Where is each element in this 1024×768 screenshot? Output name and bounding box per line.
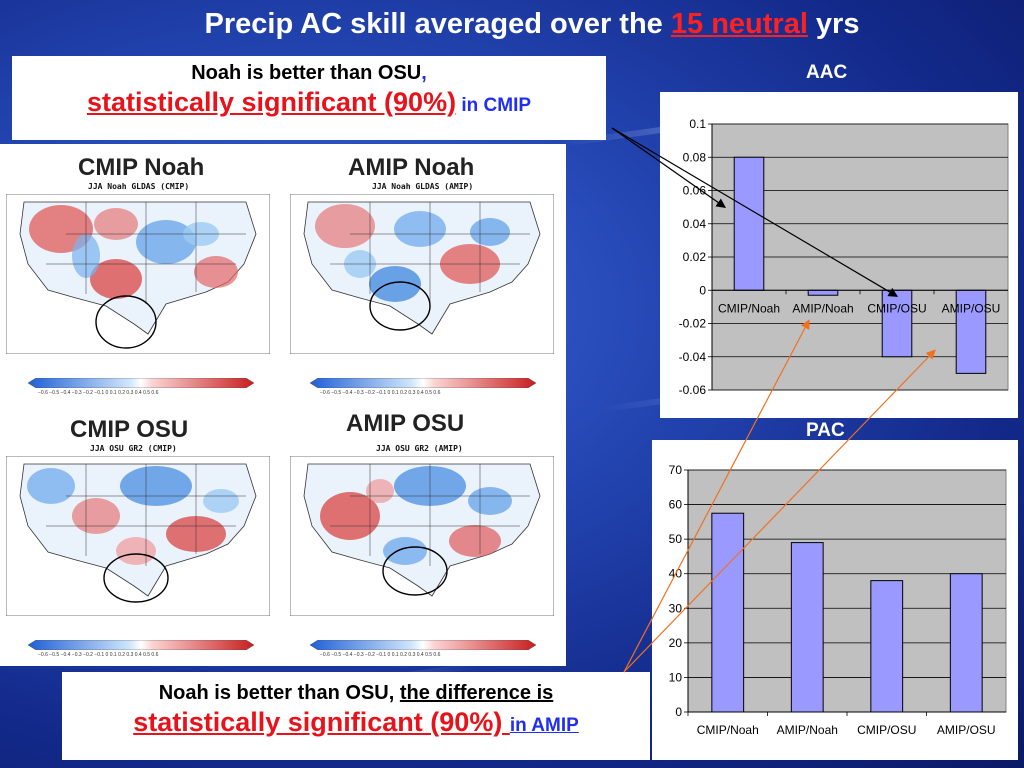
slide-title: Precip AC skill averaged over the 15 neu… <box>204 8 860 40</box>
map-subtitle: JJA Noah GLDAS (CMIP) <box>88 182 190 191</box>
map-label: AMIP OSU <box>346 410 465 437</box>
pac-chart: 70 60 50 40 30 20 10 0 CMIP/Noah AMIP/Noah CMIP/OS… <box>652 440 1018 760</box>
bar <box>955 289 987 374</box>
bar <box>790 542 824 713</box>
x-tick-label: AMIP/OSU <box>937 723 996 737</box>
map-label: CMIP OSU <box>70 416 189 443</box>
colorbar-ticks: −0.6 −0.5 −0.4 −0.3 −0.2 −0.1 0 0.1 0.2 … <box>320 390 441 396</box>
pac-chart-title: PAC <box>806 420 845 441</box>
aac-chart-title: AAC <box>806 62 848 83</box>
map-subtitle: JJA OSU GR2 (CMIP) <box>90 444 177 453</box>
bar <box>949 573 983 713</box>
bar <box>881 289 913 358</box>
map-cmip-noah <box>6 194 270 354</box>
x-tick-label: AMIP/Noah <box>777 723 838 737</box>
y-tick-label: 60 <box>669 498 683 512</box>
colorbar-ticks: −0.6 −0.5 −0.4 −0.3 −0.2 −0.1 0 0.1 0.2 … <box>320 652 441 658</box>
y-tick-label: 40 <box>669 567 683 581</box>
x-tick-label: AMIP/OSU <box>942 301 1001 315</box>
top-note-box: Noah is better than OSU, statistically s… <box>12 56 606 140</box>
y-tick-label: 30 <box>669 601 683 615</box>
x-tick-label: CMIP/Noah <box>697 723 759 737</box>
y-tick-label: 20 <box>669 636 683 650</box>
y-tick-label: 70 <box>669 463 683 477</box>
bar <box>807 289 839 296</box>
top-note-line2: statistically significant (90%) in CMIP <box>86 87 532 117</box>
x-tick-label: CMIP/OSU <box>857 723 916 737</box>
map-subtitle: JJA Noah GLDAS (AMIP) <box>372 182 474 191</box>
colorbar-ticks: −0.6 −0.5 −0.4 −0.3 −0.2 −0.1 0 0.1 0.2 … <box>38 390 159 396</box>
maps-panel: CMIP Noah AMIP Noah CMIP OSU AMIP OSU JJ… <box>0 144 566 666</box>
y-tick-label: 0.1 <box>689 117 706 131</box>
map-subtitle: JJA OSU GR2 (AMIP) <box>376 444 463 453</box>
y-tick-label: 0.08 <box>683 150 707 164</box>
colorbar <box>310 378 536 388</box>
y-tick-label: 0 <box>675 705 682 719</box>
y-tick-label: 0.02 <box>683 250 707 264</box>
y-tick-label: -0.06 <box>679 383 707 397</box>
colorbar <box>28 378 254 388</box>
map-label: AMIP Noah <box>348 154 475 181</box>
bottom-note-box: Noah is better than OSU, the difference … <box>62 672 650 760</box>
y-tick-label: -0.02 <box>679 317 707 331</box>
colorbar-ticks: −0.6 −0.5 −0.4 −0.3 −0.2 −0.1 0 0.1 0.2 … <box>38 652 159 658</box>
y-tick-label: 0.04 <box>683 217 707 231</box>
colorbar <box>310 640 536 650</box>
y-tick-label: 0 <box>699 283 706 297</box>
map-label: CMIP Noah <box>78 154 205 181</box>
title-highlight: 15 neutral <box>670 8 808 40</box>
top-note-line1: Noah is better than OSU, <box>191 62 427 84</box>
y-tick-label: 50 <box>669 532 683 546</box>
x-tick-label: CMIP/OSU <box>867 301 926 315</box>
bar <box>733 156 765 291</box>
y-tick-label: -0.04 <box>679 350 707 364</box>
colorbar <box>28 640 254 650</box>
y-tick-label: 0.06 <box>683 184 707 198</box>
map-cmip-osu <box>6 456 270 616</box>
bottom-note-line1: Noah is better than OSU, the difference … <box>158 682 554 704</box>
bar <box>870 580 904 713</box>
map-amip-noah <box>290 194 554 354</box>
map-amip-osu <box>290 456 554 616</box>
aac-chart: 0.1 0.08 0.06 0.04 0.02 0 -0.02 -0.04 -0.06 CMIP/… <box>660 92 1018 418</box>
x-tick-label: AMIP/Noah <box>792 301 853 315</box>
x-tick-label: CMIP/Noah <box>718 301 780 315</box>
bottom-note-line2: statistically significant (90%) in AMIP <box>133 707 579 737</box>
y-tick-label: 10 <box>669 670 683 684</box>
bar <box>711 512 745 713</box>
